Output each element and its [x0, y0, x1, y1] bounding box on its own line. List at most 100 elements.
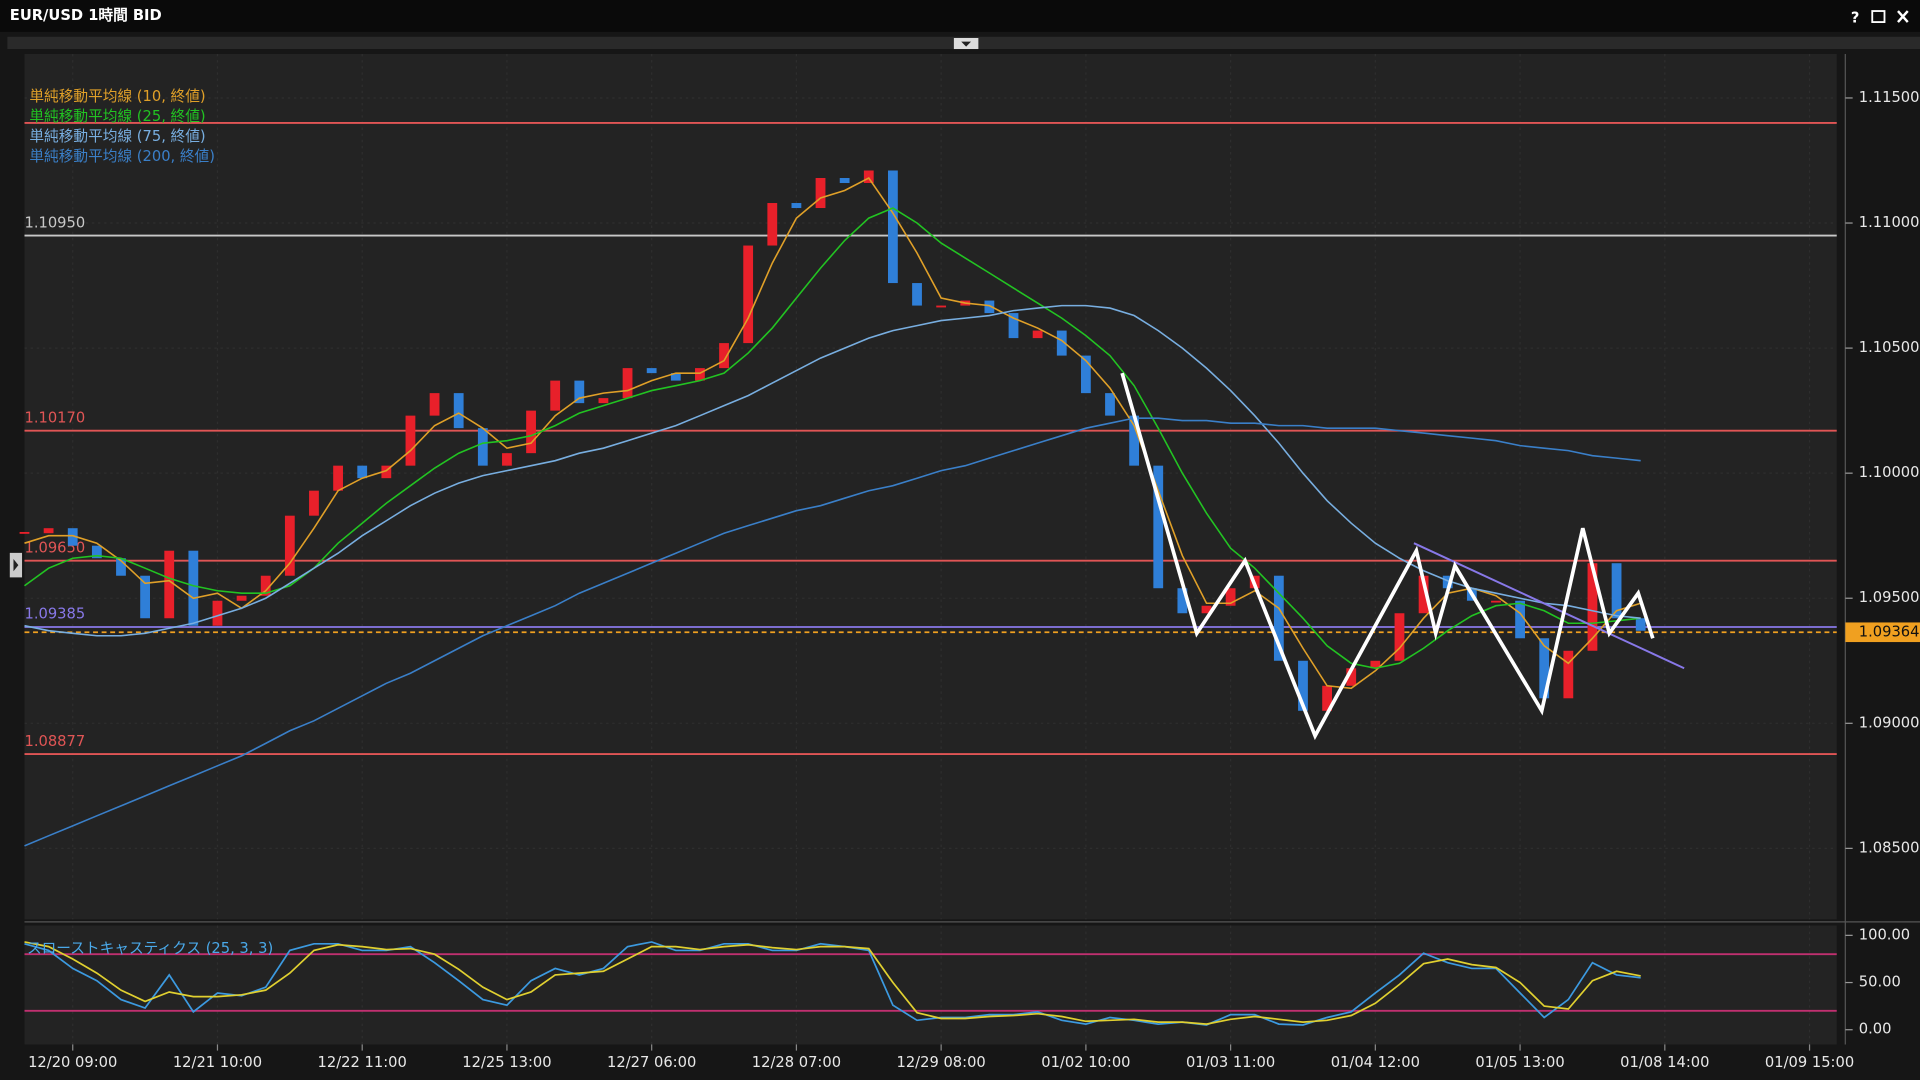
candle [1587, 563, 1598, 651]
y-tick-label: 100.00 [1859, 926, 1910, 943]
window-title: EUR/USD 1時間 BID [10, 6, 162, 24]
candle [1394, 613, 1405, 661]
y-tick-label: 0.00 [1859, 1021, 1892, 1038]
y-tick-label: 1.10500 [1859, 339, 1920, 356]
candle [839, 178, 850, 184]
candle [357, 465, 368, 479]
candle [1563, 650, 1574, 699]
legend-entry: 単純移動平均線 (75, 終値) [29, 128, 205, 145]
candle [767, 203, 778, 246]
x-tick-label: 12/25 13:00 [462, 1054, 551, 1071]
candle [888, 170, 898, 284]
candle [1539, 638, 1550, 699]
candle [1129, 415, 1140, 466]
x-tick-label: 12/20 09:00 [28, 1054, 117, 1071]
y-tick-label: 50.00 [1859, 974, 1901, 991]
candle [1105, 393, 1115, 416]
candle [164, 550, 175, 619]
candle [19, 531, 30, 534]
level-label: 1.09385 [24, 606, 85, 623]
candle [67, 528, 78, 546]
price-tag-label: 1.09364 [1859, 623, 1920, 640]
indicator-line [24, 176, 1641, 690]
candle [1418, 575, 1429, 614]
candle [936, 305, 947, 308]
candle [188, 550, 199, 626]
x-tick-label: 01/03 11:00 [1186, 1054, 1275, 1071]
legend-entry: 単純移動平均線 (10, 終値) [29, 88, 205, 105]
candle [260, 575, 271, 596]
candle [1491, 600, 1501, 603]
stochastic-panel [24, 925, 1837, 1045]
candle [815, 178, 826, 209]
price-panel [24, 53, 1837, 920]
candle [1442, 575, 1453, 589]
candle [550, 380, 561, 411]
indicator-line [24, 207, 1641, 670]
x-tick-label: 01/08 14:00 [1620, 1054, 1709, 1071]
candle [91, 545, 102, 559]
legend-entry: 単純移動平均線 (200, 終値) [29, 148, 215, 165]
indicator-line [24, 417, 1641, 847]
x-tick-label: 12/21 10:00 [173, 1054, 262, 1071]
candle [912, 283, 922, 306]
trendline [1413, 542, 1685, 670]
candle [1032, 330, 1043, 339]
candle [670, 373, 681, 381]
y-tick-label: 1.11000 [1859, 214, 1920, 231]
indicator-line [24, 941, 1641, 1026]
candle [1370, 660, 1381, 669]
indicator-line [24, 941, 1641, 1025]
x-tick-label: 01/05 13:00 [1475, 1054, 1564, 1071]
level-label: 1.10170 [24, 409, 85, 426]
candle [1225, 588, 1236, 606]
level-label: 1.10950 [24, 214, 85, 231]
x-tick-label: 01/02 10:00 [1041, 1054, 1130, 1071]
plot-layer: 12/20 09:00 12/21 10:00 12/22 11:00 12/25 1… [19, 53, 1920, 1071]
y-tick-label: 1.11500 [1859, 89, 1920, 106]
candle [1273, 575, 1284, 661]
candle [1177, 588, 1188, 614]
candle [1056, 330, 1067, 356]
candle [1322, 685, 1332, 711]
indicator-line [24, 304, 1641, 637]
candle [502, 453, 512, 466]
candle [284, 515, 295, 576]
candle [646, 368, 657, 374]
legend-entry: 単純移動平均線 (25, 終値) [29, 108, 205, 125]
candle [43, 528, 54, 534]
x-tick-label: 12/22 11:00 [318, 1054, 407, 1071]
candle [429, 393, 440, 416]
candle [309, 490, 319, 516]
candle [381, 465, 392, 479]
candle [743, 245, 754, 344]
y-tick-label: 1.10000 [1859, 464, 1920, 481]
x-tick-label: 12/28 07:00 [752, 1054, 841, 1071]
side-toggle-arrow [13, 559, 19, 572]
candle [1008, 313, 1019, 339]
maximize-button[interactable] [1871, 10, 1886, 23]
collapse-arrow [961, 41, 972, 47]
candle [863, 170, 874, 184]
candle [574, 380, 585, 404]
candle [791, 203, 802, 209]
candle [1080, 355, 1091, 394]
y-tick-label: 1.09500 [1859, 589, 1920, 606]
indicator-title: スローストキャスティクス (25, 3, 3) [27, 940, 273, 957]
candle [477, 428, 488, 466]
close-button[interactable] [1897, 10, 1909, 23]
candle [1346, 668, 1357, 686]
candle [212, 600, 223, 626]
x-tick-label: 01/04 12:00 [1331, 1054, 1420, 1071]
candle [1611, 563, 1622, 619]
candle [405, 415, 416, 466]
help-button[interactable]: ? [1851, 9, 1860, 26]
candle [453, 393, 464, 429]
candle [622, 368, 633, 399]
zigzag [1120, 372, 1655, 741]
candle [1515, 600, 1525, 639]
x-tick-label: 12/29 08:00 [897, 1054, 986, 1071]
candle [1201, 605, 1212, 614]
